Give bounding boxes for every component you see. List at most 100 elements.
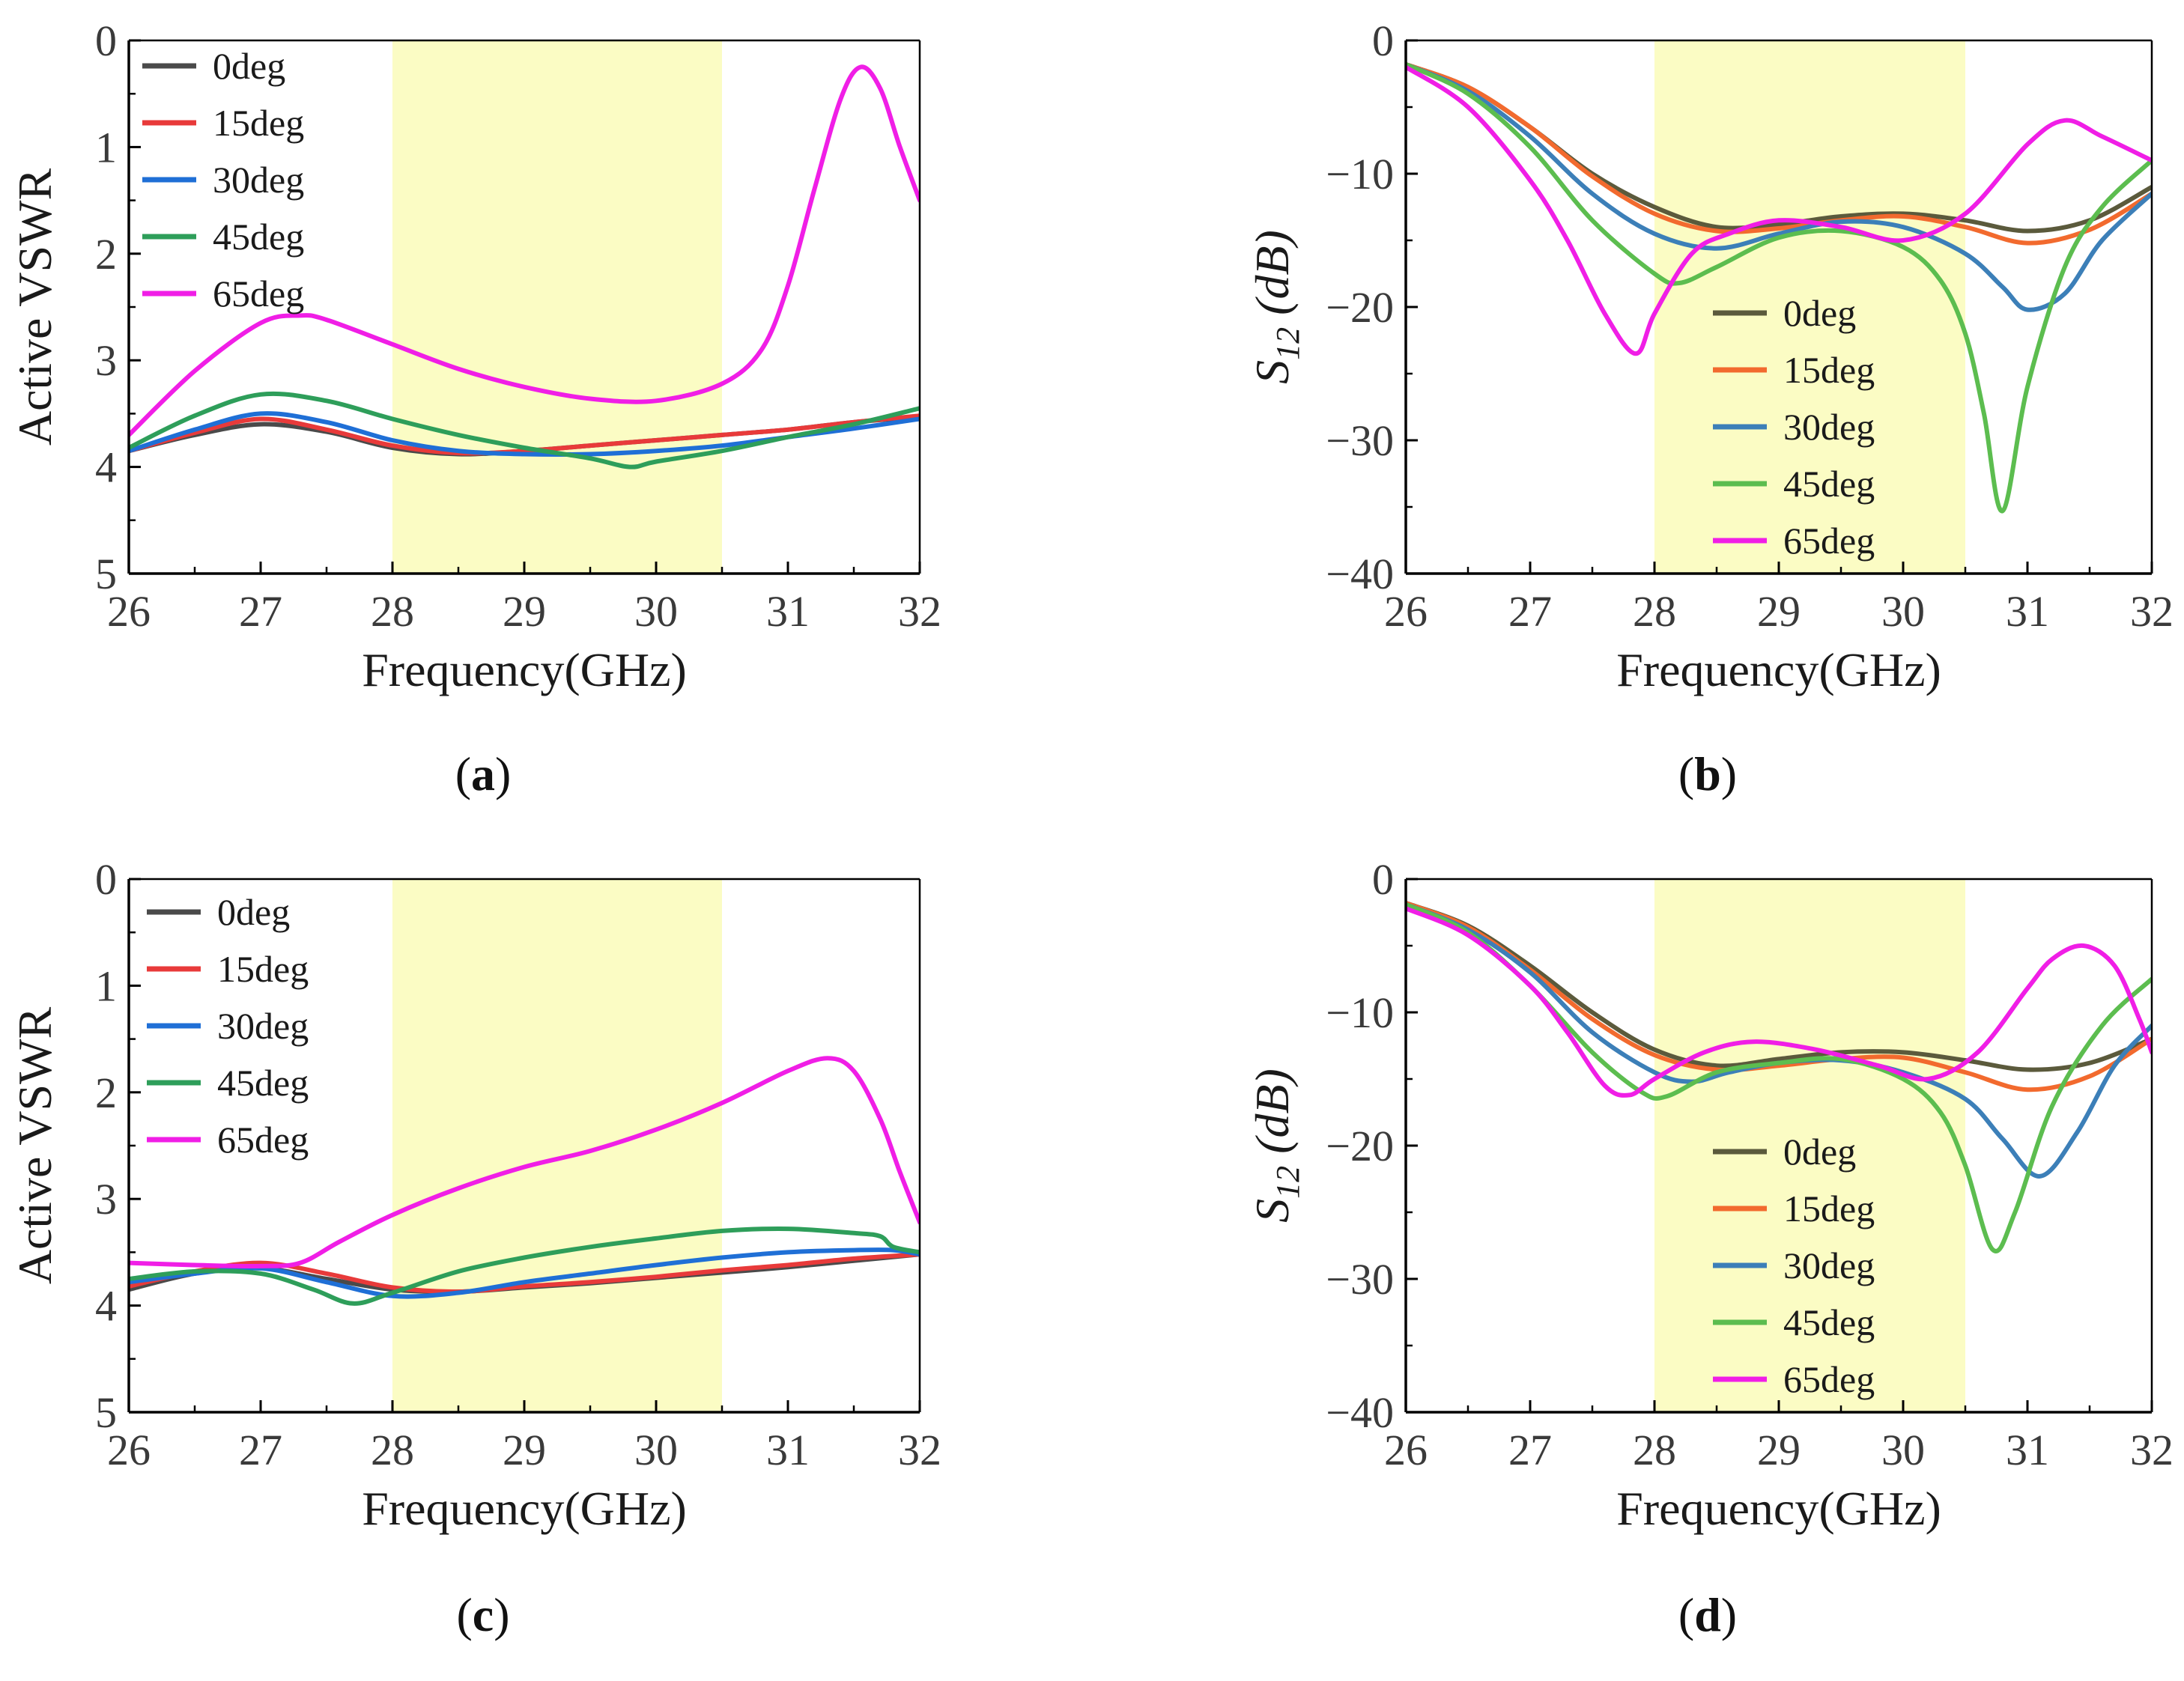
series-line-65deg	[1406, 64, 2152, 356]
x-axis-title: Frequency(GHz)	[1616, 1482, 1941, 1535]
y-tick-label: −20	[1326, 1122, 1394, 1170]
x-tick-label: 26	[1384, 1426, 1428, 1474]
panel-caption: (c)	[456, 1588, 509, 1641]
series-line-65deg	[129, 64, 920, 437]
x-tick-label: 32	[2130, 1426, 2174, 1474]
x-tick-label: 32	[898, 587, 941, 636]
x-tick-label: 31	[766, 587, 810, 636]
x-tick-label: 28	[1633, 587, 1676, 636]
x-tick-label: 26	[107, 1426, 151, 1474]
y-tick-label: −30	[1326, 1255, 1394, 1304]
x-tick-label: 31	[2006, 1426, 2049, 1474]
x-tick-label: 30	[1881, 1426, 1925, 1474]
legend-label-45deg: 45deg	[1783, 1301, 1875, 1343]
legend-label-15deg: 15deg	[1783, 1188, 1875, 1229]
y-tick-label: 3	[95, 336, 117, 385]
y-axis-title: Active VSWR	[8, 168, 61, 446]
y-tick-label: 2	[95, 230, 117, 279]
x-tick-label: 27	[1508, 1426, 1552, 1474]
y-tick-label: 0	[95, 16, 117, 65]
legend-label-0deg: 0deg	[213, 45, 285, 87]
legend-label-45deg: 45deg	[217, 1062, 309, 1104]
x-tick-label: 27	[239, 1426, 282, 1474]
chart-panel-d: 26 27 28 29 30 31 32 0 −10 −20 −30 −40 Frequency(GHz…	[1246, 855, 2174, 1641]
series-line-45deg	[129, 1226, 920, 1306]
chart-panel-a: 26 27 28 29 30 31 32 0 1 2 3 4 5 Frequency(GHz) Active…	[8, 16, 941, 800]
y-tick-label: 0	[1372, 855, 1394, 904]
x-tick-label: 29	[503, 587, 546, 636]
series-line-65deg	[1406, 906, 2152, 1098]
legend-label-65deg: 65deg	[1783, 520, 1875, 562]
y-tick-label: 1	[95, 961, 117, 1010]
legend-label-30deg: 30deg	[1783, 1244, 1875, 1286]
y-tick-label: 0	[1372, 16, 1394, 65]
y-tick-label: −40	[1326, 550, 1394, 598]
y-axis-title: Active VSWR	[8, 1007, 61, 1285]
x-tick-label: 27	[239, 587, 282, 636]
x-tick-label: 28	[1633, 1426, 1676, 1474]
panel-caption: (d)	[1678, 1588, 1737, 1641]
series-lines	[1406, 901, 2152, 1253]
series-line-15deg	[129, 1252, 920, 1295]
chart-panel-b: 26 27 28 29 30 31 32 0 −10 −20 −30 −40 Frequency(GHz…	[1246, 16, 2174, 800]
legend-label-45deg: 45deg	[213, 216, 304, 258]
legend-label-30deg: 30deg	[1783, 406, 1875, 448]
x-tick-label: 29	[503, 1426, 546, 1474]
y-axis-title: S12 (dB)	[1246, 230, 1306, 384]
panel-caption: (b)	[1678, 747, 1737, 800]
y-tick-label: 4	[95, 1282, 117, 1331]
x-tick-label: 31	[2006, 587, 2049, 636]
legend-label-15deg: 15deg	[213, 102, 304, 144]
series-lines	[129, 1056, 920, 1306]
y-tick-label: 1	[95, 123, 117, 171]
legend-label-45deg: 45deg	[1783, 463, 1875, 505]
series-line-65deg	[129, 1056, 920, 1269]
legend-label-65deg: 65deg	[213, 273, 304, 314]
legend-label-30deg: 30deg	[213, 159, 304, 201]
y-tick-label: 5	[95, 550, 117, 598]
x-tick-label: 29	[1757, 587, 1801, 636]
x-axis-title: Frequency(GHz)	[362, 643, 687, 696]
y-tick-label: −20	[1326, 283, 1394, 332]
x-tick-label: 28	[371, 1426, 414, 1474]
x-tick-label: 27	[1508, 587, 1552, 636]
legend-label-0deg: 0deg	[1783, 1131, 1856, 1173]
series-line-0deg	[1406, 901, 2152, 1072]
y-tick-label: −30	[1326, 416, 1394, 465]
x-tick-label: 30	[1881, 587, 1925, 636]
series-line-45deg	[129, 391, 920, 469]
legend: 0deg 15deg 30deg 45deg 65deg	[147, 891, 309, 1161]
x-tick-label: 29	[1757, 1426, 1801, 1474]
chart-panel-c: 26 27 28 29 30 31 32 0 1 2 3 4 5 Frequency(GHz) Active…	[8, 855, 941, 1641]
series-line-45deg	[1406, 902, 2152, 1253]
x-tick-label: 32	[2130, 587, 2174, 636]
legend: 0deg 15deg 30deg 45deg 65deg	[1713, 292, 1875, 562]
series-lines	[129, 64, 920, 469]
x-axis-title: Frequency(GHz)	[362, 1482, 687, 1535]
series-line-15deg	[129, 413, 920, 456]
legend-label-15deg: 15deg	[1783, 349, 1875, 391]
panel-caption: (a)	[455, 747, 512, 800]
legend-label-0deg: 0deg	[1783, 292, 1856, 334]
x-tick-label: 30	[634, 587, 678, 636]
y-tick-label: 2	[95, 1069, 117, 1117]
series-line-15deg	[1406, 62, 2152, 246]
legend-label-0deg: 0deg	[217, 891, 290, 933]
legend-label-30deg: 30deg	[217, 1005, 309, 1047]
x-tick-label: 30	[634, 1426, 678, 1474]
operating-band-highlight	[1654, 879, 1965, 1412]
y-axis-title: S12 (dB)	[1246, 1069, 1306, 1223]
legend-label-65deg: 65deg	[217, 1119, 309, 1161]
x-tick-label: 26	[1384, 587, 1428, 636]
legend: 0deg 15deg 30deg 45deg 65deg	[142, 45, 304, 314]
y-tick-label: 0	[95, 855, 117, 904]
x-tick-label: 28	[371, 587, 414, 636]
y-tick-label: −10	[1326, 150, 1394, 198]
series-line-30deg	[129, 1247, 920, 1299]
x-tick-label: 26	[107, 587, 151, 636]
operating-band-highlight	[1654, 40, 1965, 574]
operating-band-highlight	[392, 879, 722, 1412]
operating-band-highlight	[392, 40, 722, 574]
x-tick-label: 31	[766, 1426, 810, 1474]
